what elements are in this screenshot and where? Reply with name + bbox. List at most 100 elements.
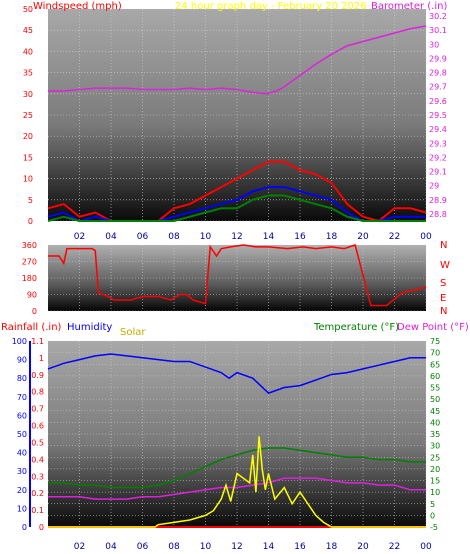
- windspeed-tick-label: 20: [23, 132, 33, 141]
- windspeed-tick-label: 35: [23, 69, 33, 78]
- x-tick-label-bottom: 14: [263, 542, 275, 552]
- temperature-tick-label: 75: [430, 337, 440, 346]
- temperature-tick-label: 25: [430, 453, 440, 462]
- x-tick-label-top: 04: [105, 232, 117, 242]
- series-solar: [48, 436, 426, 528]
- barometer-tick-label: 29.5: [429, 111, 447, 120]
- barometer-axis-title: Barometer (.in): [371, 1, 447, 12]
- humidity-tick-label: 80: [17, 374, 27, 383]
- humidity-tick-label: 70: [17, 393, 27, 402]
- x-tick-label-top: 10: [200, 232, 212, 242]
- compass-label: W: [440, 260, 450, 271]
- x-tick-label-bottom: 20: [357, 542, 369, 552]
- compass-label: E: [440, 293, 446, 304]
- x-tick-label-bottom: 08: [168, 542, 180, 552]
- x-tick-label-top: 06: [137, 232, 149, 242]
- x-tick-label-bottom: 16: [294, 542, 306, 552]
- rainfall-tick-label: 1: [39, 354, 44, 363]
- humidity-tick-label: 30: [17, 467, 27, 476]
- barometer-tick-label: 29.1: [429, 168, 447, 177]
- x-tick-label-bottom: 00: [420, 542, 432, 552]
- temperature-tick-label: 65: [430, 360, 440, 369]
- x-tick-label-top: 22: [389, 232, 400, 242]
- x-tick-label-top: 14: [263, 232, 275, 242]
- windspeed-tick-label: 5: [28, 196, 33, 205]
- rainfall-tick-label: 1.1: [31, 337, 44, 346]
- windspeed-tick-label: 50: [23, 5, 33, 14]
- compass-label: S: [440, 278, 446, 289]
- barometer-tick-label: 29.8: [429, 69, 447, 78]
- x-tick-label-bottom: 04: [105, 542, 117, 552]
- barometer-tick-label: 30: [429, 40, 439, 49]
- barometer-tick-label: 29: [429, 182, 439, 191]
- x-tick-label-top: 00: [420, 232, 432, 242]
- temperature-tick-label: 45: [430, 407, 440, 416]
- rainfall-tick-label: 0.8: [31, 388, 44, 397]
- barometer-tick-label: 30.2: [429, 12, 447, 21]
- compass-label: N: [440, 306, 447, 317]
- humidity-axis-title: Humidity: [67, 322, 112, 333]
- rainfall-axis-title: Rainfall (.in): [1, 322, 62, 333]
- barometer-tick-label: 28.8: [429, 210, 447, 219]
- temperature-tick-label: 5: [430, 500, 435, 509]
- temperature-tick-label: 60: [430, 372, 440, 381]
- rainfall-tick-label: 0.7: [31, 405, 44, 414]
- series-humidity: [47, 353, 426, 394]
- barometer-tick-label: 29.9: [429, 54, 447, 63]
- rainfall-tick-label: 0.4: [31, 455, 44, 464]
- rainfall-tick-label: 0.1: [31, 506, 44, 515]
- temperature-tick-label: 30: [430, 442, 440, 451]
- humidity-tick-label: 0: [22, 523, 27, 532]
- series-barometer: [48, 25, 427, 95]
- windspeed-axis-title: Windspeed (mph): [33, 1, 122, 12]
- series-wind_direction: [48, 244, 427, 307]
- temperature-tick-label: 20: [430, 465, 440, 474]
- rainfall-tick-label: 0.6: [31, 422, 44, 431]
- windspeed-tick-label: 15: [23, 153, 33, 162]
- dew-point-axis-title: Dew Point (°F): [397, 322, 469, 333]
- solar-label: Solar: [120, 327, 146, 338]
- x-tick-label-top: 02: [74, 232, 85, 242]
- x-tick-label-top: 18: [326, 232, 338, 242]
- windspeed-tick-label: 30: [23, 90, 33, 99]
- humidity-tick-label: 60: [17, 411, 27, 420]
- grid-layer: [29, 8, 427, 528]
- rainfall-tick-label: 0.5: [31, 438, 44, 447]
- x-tick-label-bottom: 10: [200, 542, 212, 552]
- barometer-tick-label: 29.7: [429, 83, 447, 92]
- x-tick-label-top: 20: [357, 232, 369, 242]
- temperature-tick-label: 0: [430, 511, 435, 520]
- barometer-tick-label: 29.6: [429, 97, 447, 106]
- temperature-tick-label: 40: [430, 418, 440, 427]
- x-tick-label-top: 08: [168, 232, 180, 242]
- series-dew_point: [48, 477, 426, 500]
- x-tick-label-top: 12: [231, 232, 242, 242]
- barometer-tick-label: 30.1: [429, 26, 447, 35]
- temperature-tick-label: 50: [430, 395, 440, 404]
- x-tick-label-bottom: 12: [231, 542, 242, 552]
- x-tick-label-bottom: 22: [389, 542, 400, 552]
- x-tick-label-bottom: 18: [326, 542, 338, 552]
- rainfall-tick-label: 0.2: [31, 489, 44, 498]
- humidity-tick-label: 20: [17, 486, 27, 495]
- temperature-tick-label: 55: [430, 384, 440, 393]
- humidity-tick-label: 10: [17, 504, 27, 513]
- windspeed-tick-label: 25: [23, 111, 33, 120]
- direction-tick-label: 180: [22, 274, 37, 283]
- windspeed-tick-label: 40: [23, 47, 33, 56]
- chart-title: 24 hour graph day - February 20 2026: [175, 1, 367, 12]
- x-tick-label-top: 16: [294, 232, 306, 242]
- barometer-tick-label: 28.9: [429, 196, 447, 205]
- humidity-tick-label: 50: [17, 430, 27, 439]
- direction-tick-label: 90: [27, 291, 37, 300]
- barometer-tick-label: 29.4: [429, 125, 447, 134]
- temperature-tick-label: -5: [430, 523, 438, 532]
- barometer-tick-label: 29.2: [429, 153, 447, 162]
- direction-tick-label: 360: [22, 241, 37, 250]
- windspeed-tick-label: 10: [23, 175, 33, 184]
- x-tick-label-bottom: 02: [74, 542, 85, 552]
- temperature-tick-label: 10: [430, 488, 440, 497]
- temperature-tick-label: 15: [430, 477, 440, 486]
- temperature-tick-label: 35: [430, 430, 440, 439]
